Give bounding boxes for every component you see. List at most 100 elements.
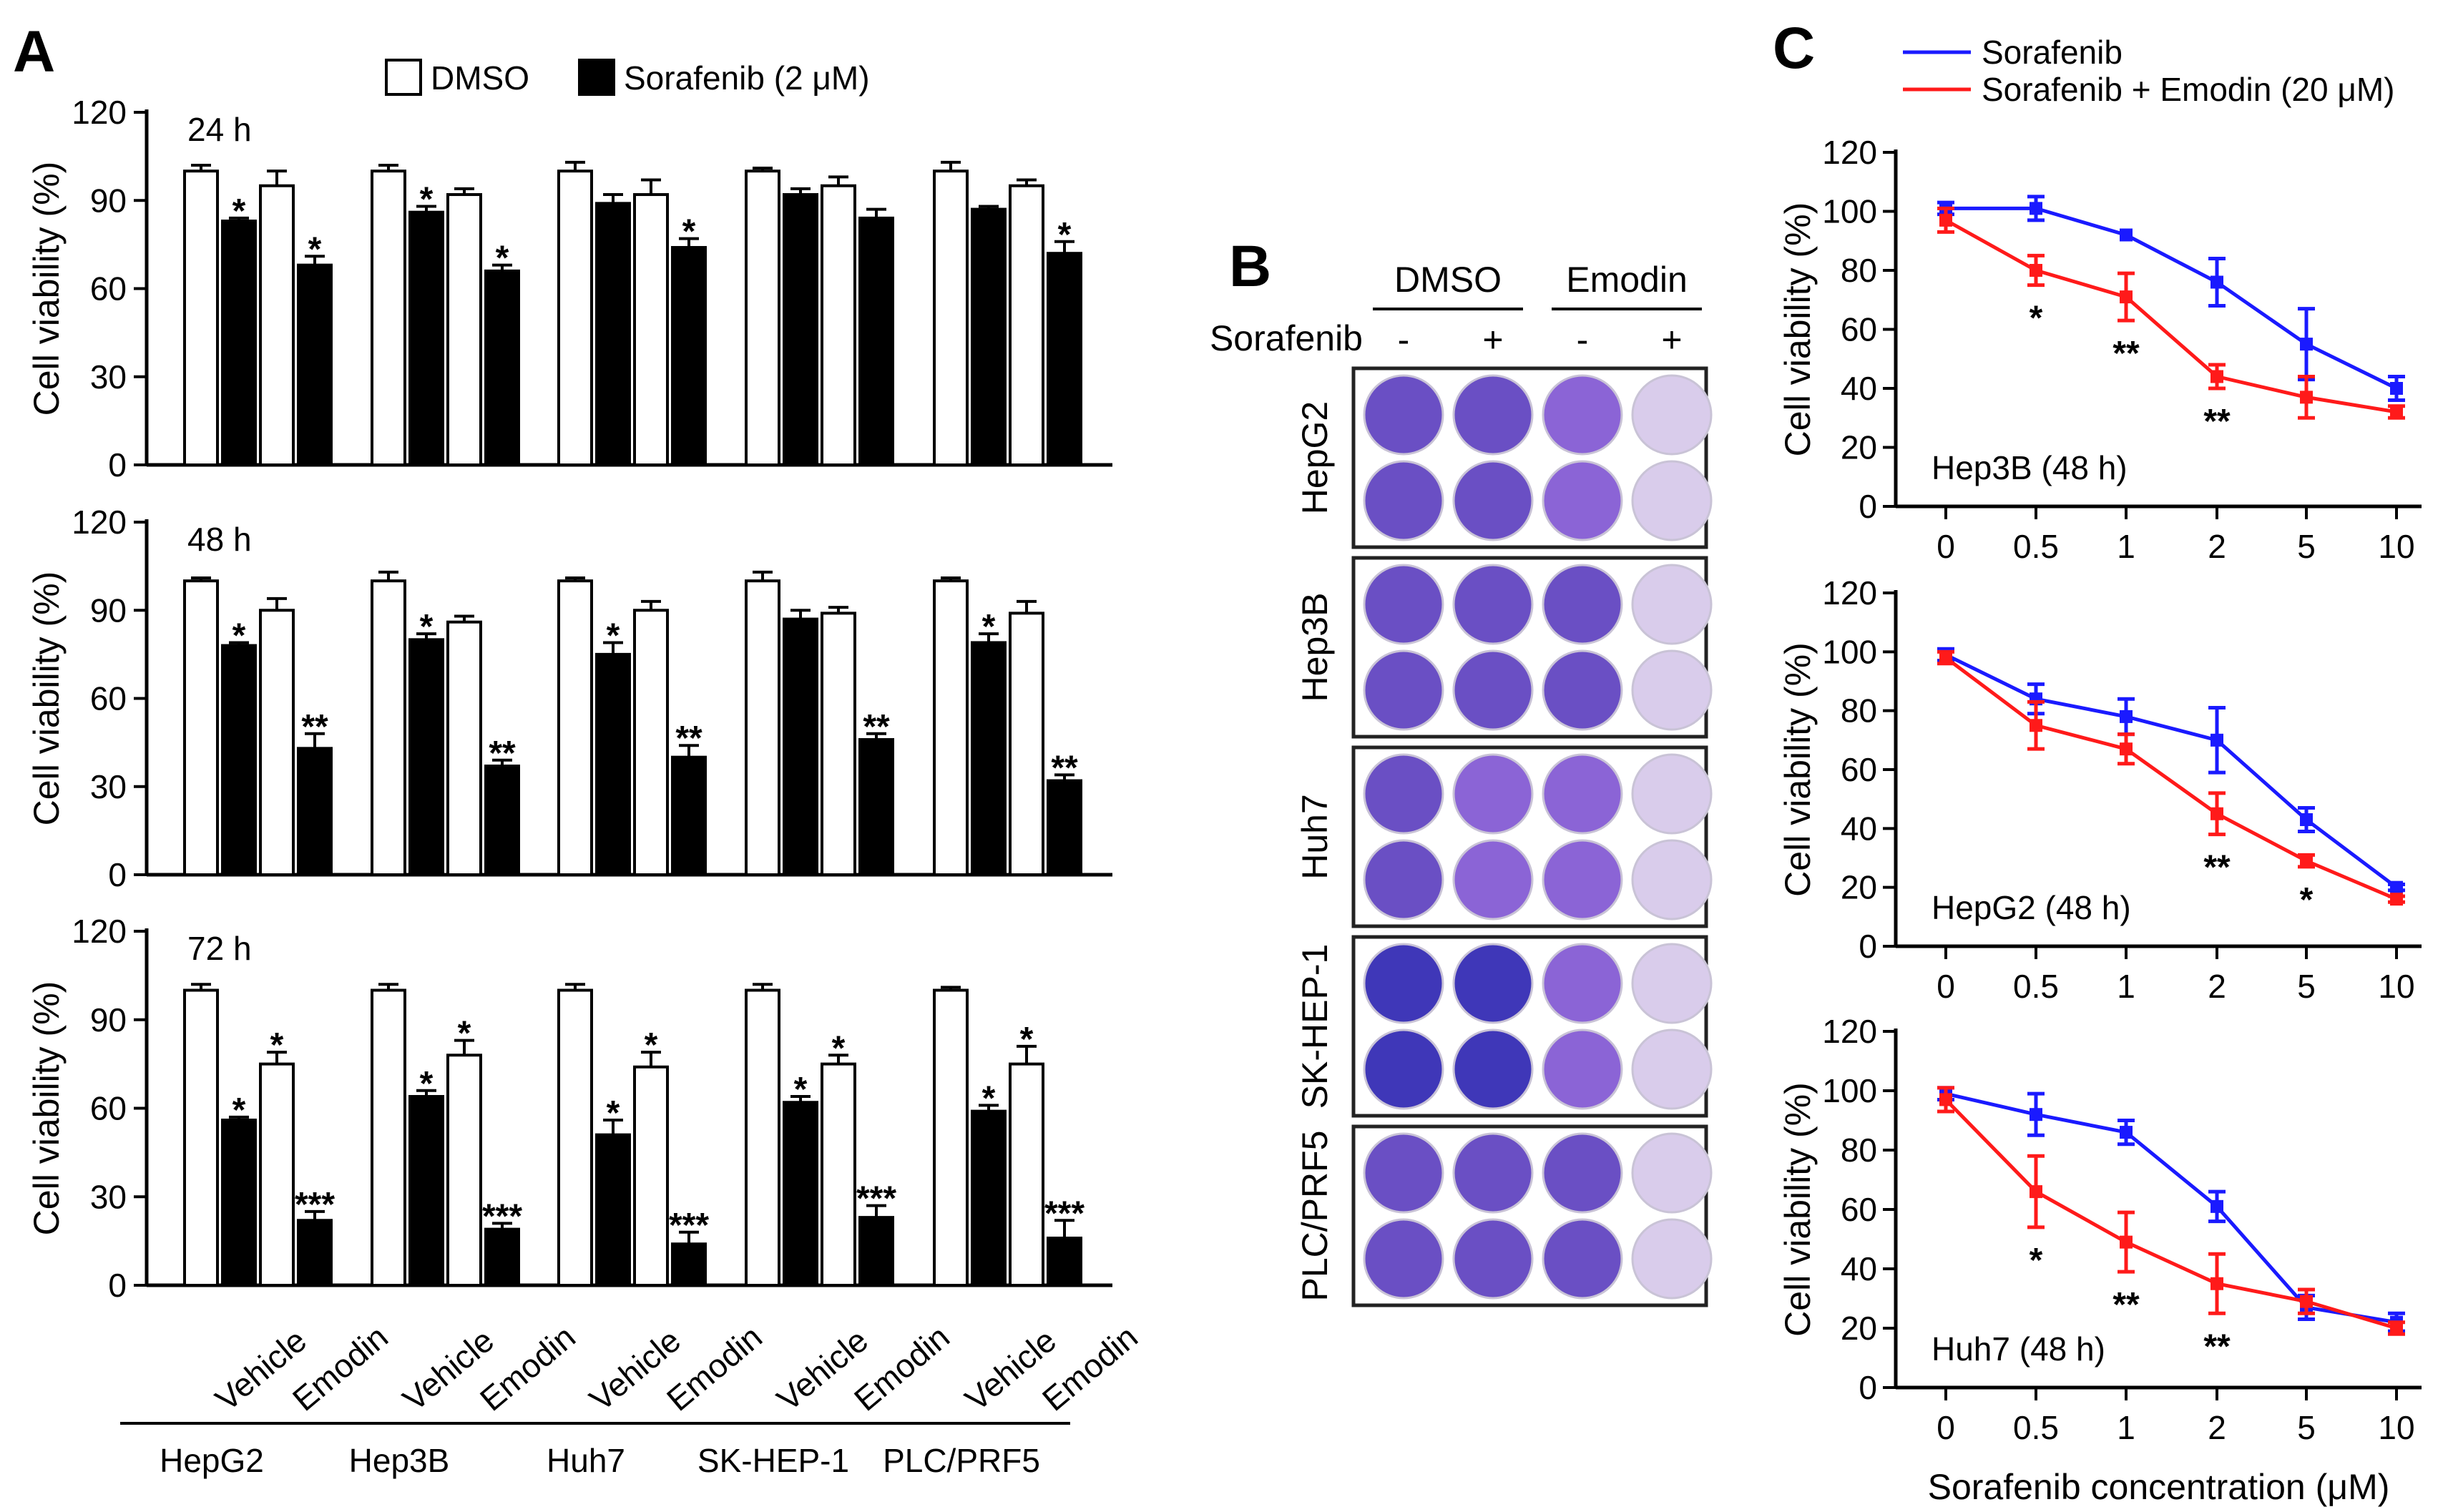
y-axis-title: Cell viability (%) — [1778, 642, 1818, 897]
bar-hep3b-3 — [484, 269, 520, 466]
plate-well — [1542, 753, 1623, 835]
y-tick-label: 120 — [1822, 1013, 1877, 1050]
significance-mark: * — [232, 192, 246, 230]
series-line-combo — [1944, 656, 2397, 901]
legend-label-dmso: DMSO — [431, 59, 529, 97]
y-tick-label: 40 — [1841, 370, 1877, 407]
plate-well — [1631, 1218, 1713, 1300]
sorafenib-row-label: Sorafenib — [1210, 318, 1363, 358]
plate-well — [1631, 564, 1713, 645]
significance-mark: ** — [2203, 403, 2231, 441]
y-tick-label: 0 — [1859, 1369, 1877, 1406]
x-axis-title: Sorafenib concentration (μM) — [1928, 1467, 2390, 1507]
significance-mark: * — [2030, 300, 2043, 338]
significance-mark: ** — [2112, 1286, 2140, 1324]
bar-hep3b-2 — [446, 620, 482, 877]
plate-row-label: Huh7 — [1295, 794, 1335, 880]
group-label: Hep3B — [349, 1442, 450, 1479]
data-point-combo — [2390, 893, 2403, 906]
plate-well — [1542, 1029, 1623, 1110]
group-label: SK-HEP-1 — [697, 1442, 849, 1479]
series-line-sorafenib — [1944, 653, 2398, 889]
legend-label-sorafenib: Sorafenib — [1982, 34, 2123, 71]
group-label: HepG2 — [160, 1442, 264, 1479]
y-tick-label: 30 — [90, 768, 127, 805]
significance-mark: * — [607, 617, 620, 654]
plate-well — [1631, 839, 1713, 921]
y-tick-label: 100 — [1822, 1072, 1877, 1109]
plate-well — [1542, 839, 1623, 921]
y-tick-label: 120 — [72, 94, 127, 131]
y-axis-title: Cell viability (%) — [26, 571, 67, 826]
sorafenib-sign: + — [1482, 320, 1503, 360]
significance-mark: ** — [1051, 749, 1078, 787]
bar-skhep1-3 — [858, 738, 894, 877]
bar-plcprf5-2 — [1009, 612, 1044, 876]
time-label: 48 h — [187, 521, 252, 558]
data-point-combo — [1939, 213, 1952, 227]
bar-huh7-2 — [633, 1065, 669, 1287]
significance-mark: * — [420, 180, 434, 218]
plate-well — [1542, 564, 1623, 645]
x-tick-label: 0.5 — [2013, 1409, 2059, 1446]
bar-hepg2-1 — [221, 1119, 257, 1287]
bar-skhep1-1 — [783, 193, 818, 466]
data-point-sorafenib — [2120, 1126, 2133, 1139]
plate-well — [1542, 649, 1623, 731]
significance-mark: ** — [489, 735, 516, 772]
bar-plcprf5-0 — [933, 579, 969, 877]
bar-hepg2-3 — [297, 263, 333, 466]
data-point-sorafenib — [2211, 1199, 2223, 1213]
y-tick-label: 0 — [108, 856, 127, 893]
bar-hep3b-1 — [408, 1095, 444, 1287]
plate-well — [1542, 374, 1623, 456]
bar-hepg2-0 — [183, 579, 219, 877]
bar-skhep1-0 — [745, 170, 780, 467]
data-point-combo — [2390, 406, 2403, 418]
data-point-combo — [2120, 290, 2133, 304]
plate-header-dmso: DMSO — [1394, 260, 1502, 300]
plate-well — [1363, 1029, 1444, 1110]
significance-mark: * — [2300, 881, 2314, 919]
x-tick-label: 0 — [1937, 528, 1955, 565]
subpanel-title: Huh7 (48 h) — [1932, 1330, 2105, 1368]
y-tick-label: 80 — [1841, 252, 1877, 289]
significance-mark: *** — [482, 1197, 522, 1235]
plate-well — [1452, 374, 1534, 456]
data-point-combo — [2300, 1295, 2313, 1308]
bar-hepg2-0 — [183, 170, 219, 467]
bar-plcprf5-0 — [933, 988, 969, 1287]
significance-mark: *** — [669, 1207, 709, 1245]
y-tick-label: 120 — [72, 913, 127, 950]
plate-well — [1363, 564, 1444, 645]
plate-well — [1631, 374, 1713, 456]
significance-mark: * — [232, 617, 246, 654]
plate-well — [1452, 943, 1534, 1024]
series-line-combo — [1944, 218, 2397, 414]
panel-letter-a: A — [13, 19, 55, 84]
bar-hep3b-0 — [371, 988, 406, 1287]
data-point-sorafenib — [2030, 1108, 2042, 1121]
y-tick-label: 120 — [72, 504, 127, 541]
plate-well — [1631, 1029, 1713, 1110]
x-tick-label: 2 — [2208, 528, 2226, 565]
bar-hep3b-3 — [484, 1227, 520, 1287]
data-point-sorafenib — [2390, 382, 2403, 395]
significance-mark: * — [982, 608, 996, 646]
data-point-sorafenib — [2120, 228, 2133, 242]
x-tick-label: 5 — [2297, 968, 2316, 1005]
data-point-combo — [2300, 854, 2313, 868]
y-tick-label: 90 — [90, 182, 127, 219]
condition-label-emodin: Emodin — [473, 1318, 582, 1418]
plate-row-label: SK-HEP-1 — [1295, 944, 1335, 1109]
y-tick-label: 30 — [90, 1178, 127, 1215]
bar-plcprf5-0 — [933, 170, 969, 467]
line-subpanel-0: 0 20 40 60 80 100 120 0 0.5 1 2 5 10 Cell viability (… — [1778, 134, 2422, 565]
significance-mark: *** — [295, 1186, 335, 1224]
x-tick-label: 0.5 — [2013, 528, 2059, 565]
y-tick-label: 60 — [90, 270, 127, 308]
